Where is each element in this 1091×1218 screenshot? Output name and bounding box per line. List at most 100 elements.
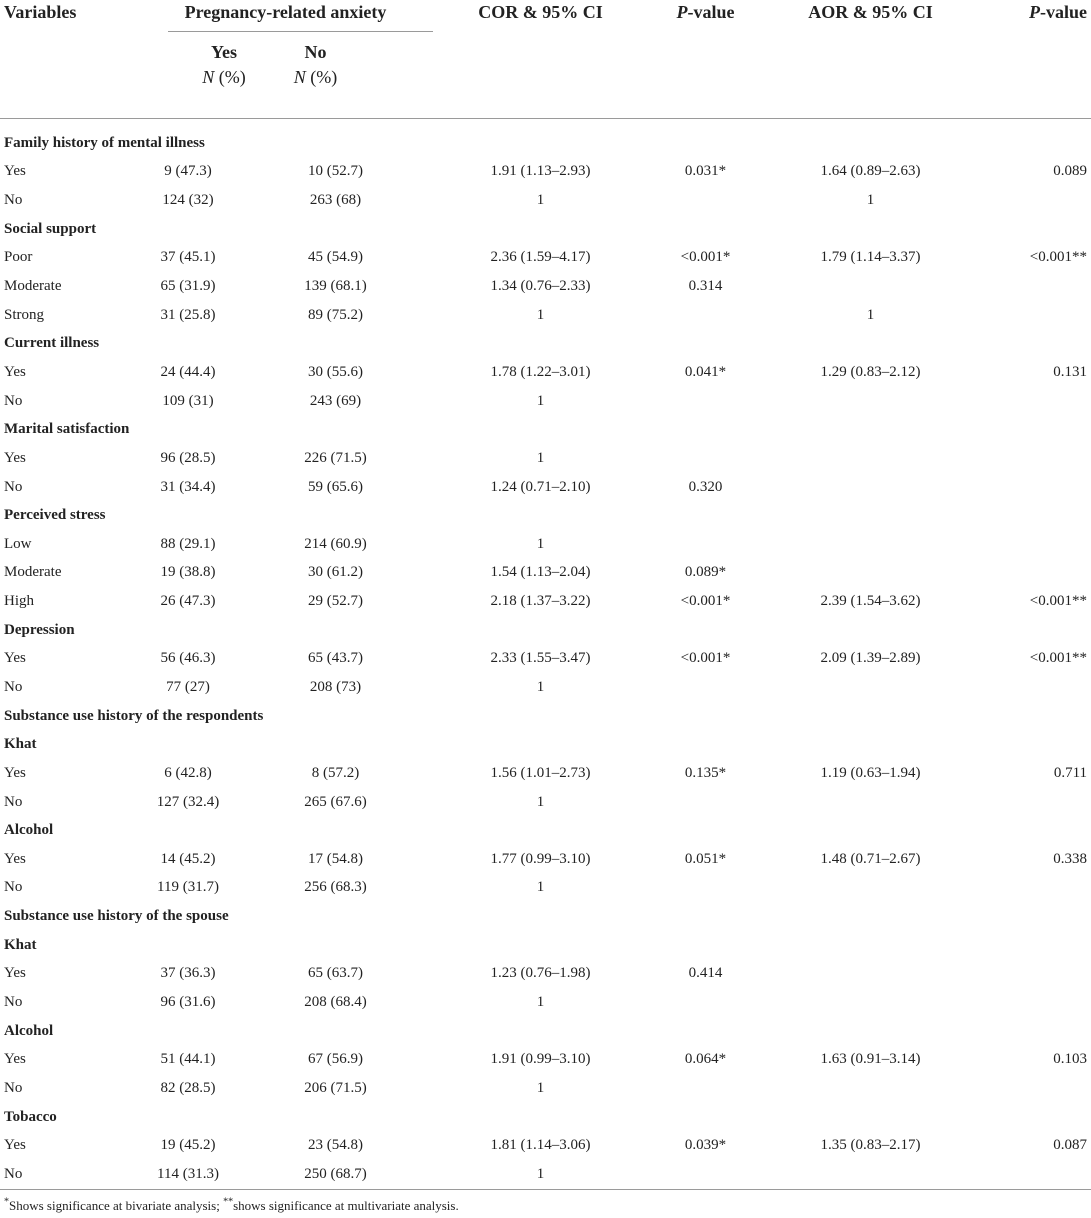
cell-cor: 1 [536,192,545,209]
header-empty [0,32,138,119]
cell-yes: 88 (29.1) [160,535,216,552]
cell-p-value-2 [978,473,1091,502]
cell-cor: 1 [536,994,545,1011]
cell-no: 65 (63.7) [308,965,363,982]
cell-aor: 2.39 (1.54–3.62) [820,593,921,610]
cell-yes: 96 (28.5) [160,449,216,466]
row-label: Yes [4,1137,26,1154]
cell-cor: 1 [433,1160,649,1190]
section-label: Substance use history of the respondents [4,707,264,724]
section-row: Marital satisfaction [0,415,1091,444]
cell-yes: 109 (31) [162,392,214,409]
cell-p-value-2: 0.087 [1053,1137,1088,1154]
cell-p-value-2: 0.103 [1053,1051,1088,1068]
cell-p-value-1 [648,988,763,1017]
section-label: Perceived stress [4,507,106,524]
cell-p-value-2 [978,788,1091,817]
row-label: No [4,478,23,495]
cell-cor: 1.23 (0.76–1.98) [490,965,591,982]
cell-p-value-2 [978,301,1091,330]
cell-aor: 1.48 (0.71–2.67) [820,850,921,867]
section-row: Khat [0,730,1091,759]
cell-aor [763,788,978,817]
cell-yes: 31 (25.8) [160,306,216,323]
cell-cor: 1.78 (1.22–3.01) [490,363,591,380]
header-group-label: Pregnancy-related anxiety [184,2,387,22]
table-row: No 31 (34.4) 59 (65.6) 1.24 (0.71–2.10) 0.32… [0,473,1091,502]
cell-yes: 6 (42.8) [164,764,212,781]
cell-no: 30 (55.6) [308,363,363,380]
cell-aor: 1 [866,306,875,323]
cell-cor: 1 [536,449,545,466]
row-label: Yes [4,1051,26,1068]
row-label: No [4,994,23,1011]
cell-aor [763,1074,978,1103]
section-row: Tobacco [0,1103,1091,1132]
header-aor: AOR & 95% CI [808,2,933,22]
cell-no: 17 (54.8) [308,850,363,867]
cell-p-value-1 [648,530,763,559]
cell-cor: 1.77 (0.99–3.10) [490,850,591,867]
cell-p-value-2: <0.001** [1029,593,1088,610]
section-label: Substance use history of the spouse [4,908,229,925]
cell-aor: 1.79 (1.14–3.37) [820,249,921,266]
cell-cor: 2.18 (1.37–3.22) [490,593,591,610]
cell-cor: 1.91 (0.99–3.10) [490,1051,591,1068]
table-row: No 96 (31.6) 208 (68.4) 1 [0,988,1091,1017]
row-label: Strong [4,306,45,323]
cell-p-value-1 [648,387,763,416]
cell-aor: 1.63 (0.91–3.14) [820,1051,921,1068]
cell-p-value-2: <0.001** [1029,249,1088,266]
table-row: No 119 (31.7) 256 (68.3) 1 [0,874,1091,903]
cell-p-value-1: 0.051* [684,850,727,867]
cell-p-value-1: <0.001* [680,249,731,266]
header-p-value-2: P-value [1029,2,1088,22]
table-row: No 82 (28.5) 206 (71.5) 1 [0,1074,1091,1103]
header-variables: Variables [4,2,77,22]
table-row: Poor 37 (45.1) 45 (54.9) 2.36 (1.59–4.17) <0… [0,244,1091,273]
cell-yes: 114 (31.3) [138,1160,238,1190]
section-row: Substance use history of the spouse [0,902,1091,931]
cell-aor [763,559,978,588]
section-label: Alcohol [4,822,54,839]
row-label: Yes [4,764,26,781]
cell-aor [763,1160,979,1190]
cell-no: 206 (71.5) [304,1079,367,1096]
table-row: No 127 (32.4) 265 (67.6) 1 [0,788,1091,817]
row-label: Yes [4,650,26,667]
header-row-1: Variables Pregnancy-related anxiety COR … [0,0,1091,32]
section-label: Alcohol [4,1022,54,1039]
cell-p-value-1: 0.089* [684,564,727,581]
cell-cor: 1.91 (1.13–2.93) [490,163,591,180]
row-label: Moderate [4,564,62,581]
cell-p-value-2 [978,988,1091,1017]
cell-no: 226 (71.5) [304,449,367,466]
section-row: Perceived stress [0,501,1091,530]
cell-no: 263 (68) [309,192,362,209]
cell-p-value-1 [648,788,763,817]
cell-yes: 9 (47.3) [164,163,212,180]
cell-aor [763,530,978,559]
cell-cor: 2.33 (1.55–3.47) [490,650,591,667]
cell-no: 208 (73) [309,678,362,695]
table-row: No 124 (32) 263 (68) 1 1 [0,186,1091,215]
cell-aor [763,272,978,301]
cell-cor: 1 [536,879,545,896]
section-label: Depression [4,621,75,638]
cell-p-value-2: <0.001** [1029,650,1088,667]
cell-p-value-1: 0.031* [684,163,727,180]
cell-p-value-1: 0.064* [684,1051,727,1068]
cell-p-value-2: 0.089 [1053,163,1088,180]
cell-yes: 37 (45.1) [160,249,216,266]
row-label: Yes [4,965,26,982]
cell-p-value-1 [648,186,763,215]
row-label: Yes [4,163,26,180]
section-row: Alcohol [0,816,1091,845]
cell-cor: 1.54 (1.13–2.04) [490,564,591,581]
cell-p-value-2 [978,1074,1091,1103]
cell-no: 250 (68.7) [238,1160,434,1190]
footnote: *Shows significance at bivariate analysi… [4,1196,459,1213]
cell-aor: 1.29 (0.83–2.12) [820,363,921,380]
row-label: High [4,593,34,610]
cell-yes: 14 (45.2) [160,850,216,867]
